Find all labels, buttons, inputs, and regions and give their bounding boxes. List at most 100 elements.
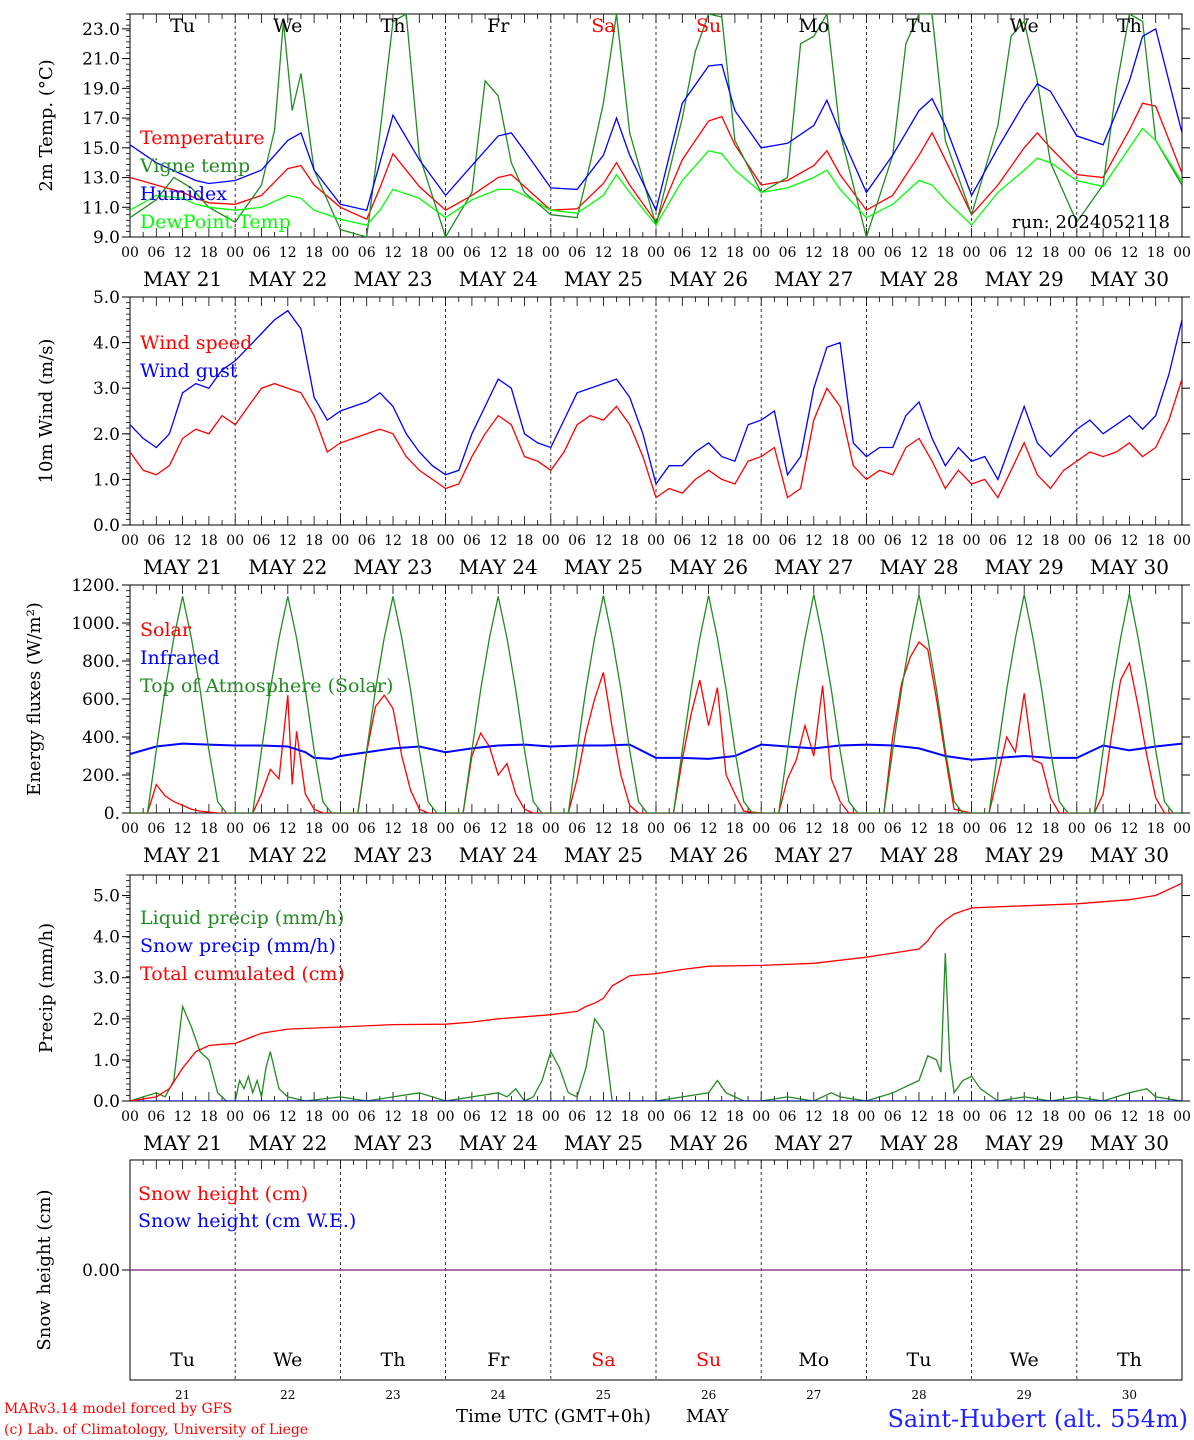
y-tick-label: 200. bbox=[82, 766, 120, 786]
weekday-label-bottom: Tu bbox=[170, 1349, 195, 1371]
date-label: MAY 24 bbox=[459, 555, 538, 579]
hour-label: 00 bbox=[1068, 245, 1086, 261]
footer-layer: MARv3.14 model forced by GFS (c) Lab. of… bbox=[4, 1401, 1188, 1438]
hour-label: 06 bbox=[463, 533, 481, 549]
date-label: MAY 23 bbox=[353, 555, 432, 579]
date-label: MAY 28 bbox=[879, 555, 958, 579]
hour-label: 12 bbox=[594, 533, 612, 549]
hour-label: 00 bbox=[437, 245, 455, 261]
hour-label: 12 bbox=[594, 1109, 612, 1125]
hour-label: 18 bbox=[831, 245, 849, 261]
series-line-humidex bbox=[130, 27, 1182, 213]
hour-label: 12 bbox=[805, 245, 823, 261]
hour-label: 00 bbox=[121, 821, 139, 837]
hour-label: 06 bbox=[147, 245, 165, 261]
hour-label: 12 bbox=[384, 1109, 402, 1125]
legend-entry: Total cumulated (cm) bbox=[140, 963, 345, 985]
weekday-label-bottom: Sa bbox=[591, 1349, 615, 1371]
legend-entry: DewPoint Temp bbox=[140, 211, 291, 233]
day-number: 28 bbox=[911, 1388, 926, 1402]
hour-label: 00 bbox=[437, 1109, 455, 1125]
date-label: MAY 29 bbox=[985, 1131, 1064, 1155]
hour-label: 18 bbox=[200, 1109, 218, 1125]
date-label: MAY 27 bbox=[774, 555, 853, 579]
hour-label: 06 bbox=[989, 821, 1007, 837]
hour-label: 18 bbox=[516, 821, 534, 837]
hour-label: 00 bbox=[1173, 245, 1191, 261]
hour-label: 12 bbox=[805, 821, 823, 837]
legend-entry: Snow height (cm W.E.) bbox=[138, 1210, 356, 1232]
hour-label: 18 bbox=[200, 821, 218, 837]
hour-label: 18 bbox=[410, 533, 428, 549]
y-axis-title: Energy fluxes (W/m²) bbox=[24, 602, 45, 796]
date-label: MAY 27 bbox=[774, 267, 853, 291]
hour-label: 06 bbox=[358, 821, 376, 837]
date-label: MAY 30 bbox=[1090, 843, 1169, 867]
weekday-label-top: Tu bbox=[170, 15, 195, 37]
y-tick-label: 600. bbox=[82, 690, 120, 710]
day-number: 30 bbox=[1122, 1388, 1137, 1402]
legend-entry: Vigne temp bbox=[139, 155, 250, 177]
y-tick-label: 5.0 bbox=[93, 887, 120, 907]
hour-label: 12 bbox=[1120, 1109, 1138, 1125]
hour-label: 06 bbox=[673, 533, 691, 549]
day-number: 21 bbox=[175, 1388, 190, 1402]
credit-line-1: MARv3.14 model forced by GFS bbox=[4, 1401, 232, 1417]
hour-label: 12 bbox=[910, 245, 928, 261]
y-axis-title: Precip (mm/h) bbox=[36, 923, 57, 1053]
date-label: MAY 25 bbox=[564, 267, 643, 291]
hour-label: 00 bbox=[752, 245, 770, 261]
hour-label: 06 bbox=[779, 245, 797, 261]
hour-label: 00 bbox=[331, 533, 349, 549]
hour-label: 12 bbox=[384, 533, 402, 549]
hour-label: 18 bbox=[516, 533, 534, 549]
hour-label: 18 bbox=[831, 821, 849, 837]
hour-label: 00 bbox=[121, 533, 139, 549]
hour-label: 00 bbox=[1068, 821, 1086, 837]
hour-label: 00 bbox=[542, 821, 560, 837]
hour-label: 18 bbox=[1042, 1109, 1060, 1125]
hour-label: 00 bbox=[331, 821, 349, 837]
series-line-dewpoint-temp bbox=[130, 127, 1182, 227]
run-label: run: 2024052118 bbox=[1012, 212, 1170, 233]
weekday-label-bottom: We bbox=[273, 1349, 302, 1371]
hour-label: 06 bbox=[884, 533, 902, 549]
hour-label: 00 bbox=[542, 245, 560, 261]
hour-label: 18 bbox=[621, 533, 639, 549]
date-label: MAY 22 bbox=[248, 555, 327, 579]
y-tick-label: 1.0 bbox=[93, 470, 120, 490]
date-label: MAY 21 bbox=[143, 843, 222, 867]
hour-label: 06 bbox=[779, 821, 797, 837]
hour-label: 06 bbox=[568, 821, 586, 837]
panel-2: 0.0 1.0 2.0 3.0 4.0 5.0 10m Wind (m/s) Wind spe… bbox=[36, 288, 1191, 579]
series-line-infrared bbox=[130, 742, 1182, 761]
weekday-label-bottom: Th bbox=[381, 1349, 406, 1371]
hour-label: 00 bbox=[1068, 533, 1086, 549]
hour-label: 12 bbox=[279, 821, 297, 837]
hour-label: 00 bbox=[752, 1109, 770, 1125]
hour-label: 00 bbox=[542, 1109, 560, 1125]
y-tick-label: 800. bbox=[82, 652, 120, 672]
weekday-label-bottom: Fr bbox=[487, 1349, 510, 1371]
hour-label: 12 bbox=[489, 533, 507, 549]
hour-label: 12 bbox=[910, 821, 928, 837]
date-label: MAY 26 bbox=[669, 267, 748, 291]
y-tick-label: 0.0 bbox=[93, 1092, 120, 1112]
hour-label: 12 bbox=[700, 821, 718, 837]
y-tick-label: 5.0 bbox=[93, 288, 120, 308]
date-label: MAY 21 bbox=[143, 1131, 222, 1155]
hour-label: 00 bbox=[1173, 821, 1191, 837]
hour-label: 18 bbox=[1147, 533, 1165, 549]
hour-label: 12 bbox=[1015, 245, 1033, 261]
hour-label: 06 bbox=[253, 821, 271, 837]
date-label: MAY 21 bbox=[143, 267, 222, 291]
y-tick-label: 2.0 bbox=[93, 425, 120, 445]
y-tick-label: 400. bbox=[82, 728, 120, 748]
hour-label: 06 bbox=[673, 1109, 691, 1125]
y-tick-label: 3.0 bbox=[93, 379, 120, 399]
hour-label: 12 bbox=[279, 245, 297, 261]
date-label: MAY 23 bbox=[353, 1131, 432, 1155]
date-label: MAY 30 bbox=[1090, 267, 1169, 291]
date-label: MAY 26 bbox=[669, 555, 748, 579]
